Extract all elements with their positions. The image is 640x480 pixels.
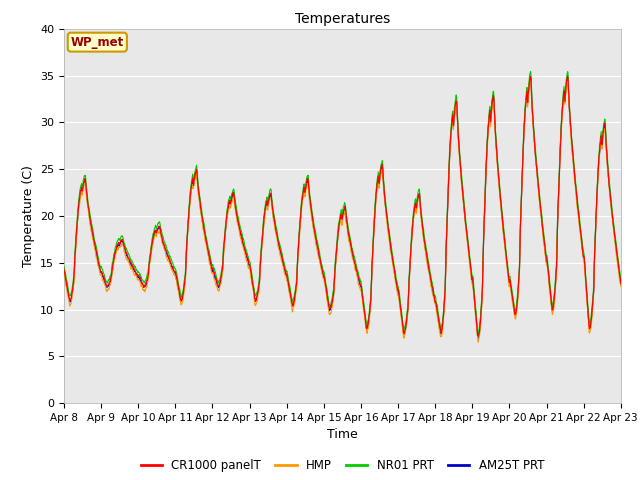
CR1000 panelT — [371, 215, 378, 220]
AM25T PRT — [60, 268, 68, 274]
NR01 PRT — [60, 264, 68, 269]
NR01 PRT — [584, 298, 591, 304]
NR01 PRT — [474, 331, 482, 337]
Title: Temperatures: Temperatures — [295, 12, 390, 26]
CR1000 panelT — [564, 73, 572, 79]
HMP — [474, 339, 482, 345]
CR1000 panelT — [216, 284, 223, 289]
NR01 PRT — [617, 276, 625, 281]
AM25T PRT — [617, 282, 625, 288]
CR1000 panelT — [60, 266, 68, 272]
CR1000 panelT — [504, 272, 512, 278]
Line: NR01 PRT: NR01 PRT — [64, 72, 621, 334]
CR1000 panelT — [617, 281, 625, 287]
CR1000 panelT — [584, 301, 591, 307]
NR01 PRT — [358, 289, 366, 295]
Line: HMP: HMP — [64, 80, 621, 342]
AM25T PRT — [474, 336, 482, 341]
NR01 PRT — [568, 139, 576, 144]
HMP — [584, 305, 591, 311]
Y-axis label: Temperature (C): Temperature (C) — [22, 165, 35, 267]
HMP — [60, 271, 68, 277]
NR01 PRT — [504, 269, 512, 275]
HMP — [527, 77, 534, 83]
AM25T PRT — [504, 273, 512, 278]
CR1000 panelT — [358, 294, 366, 300]
Text: WP_met: WP_met — [70, 36, 124, 48]
NR01 PRT — [216, 278, 223, 284]
HMP — [358, 297, 366, 302]
HMP — [216, 287, 223, 293]
Line: CR1000 panelT: CR1000 panelT — [64, 76, 621, 336]
AM25T PRT — [358, 294, 366, 300]
AM25T PRT — [371, 216, 378, 222]
HMP — [617, 283, 625, 289]
AM25T PRT — [216, 283, 223, 288]
X-axis label: Time: Time — [327, 429, 358, 442]
Legend: CR1000 panelT, HMP, NR01 PRT, AM25T PRT: CR1000 panelT, HMP, NR01 PRT, AM25T PRT — [136, 454, 549, 477]
AM25T PRT — [568, 144, 576, 150]
CR1000 panelT — [568, 143, 576, 148]
NR01 PRT — [371, 210, 378, 216]
AM25T PRT — [527, 75, 534, 81]
CR1000 panelT — [474, 333, 482, 339]
Line: AM25T PRT: AM25T PRT — [64, 78, 621, 338]
HMP — [371, 220, 378, 226]
HMP — [568, 150, 576, 156]
NR01 PRT — [527, 69, 534, 74]
AM25T PRT — [584, 303, 591, 309]
HMP — [504, 276, 512, 282]
